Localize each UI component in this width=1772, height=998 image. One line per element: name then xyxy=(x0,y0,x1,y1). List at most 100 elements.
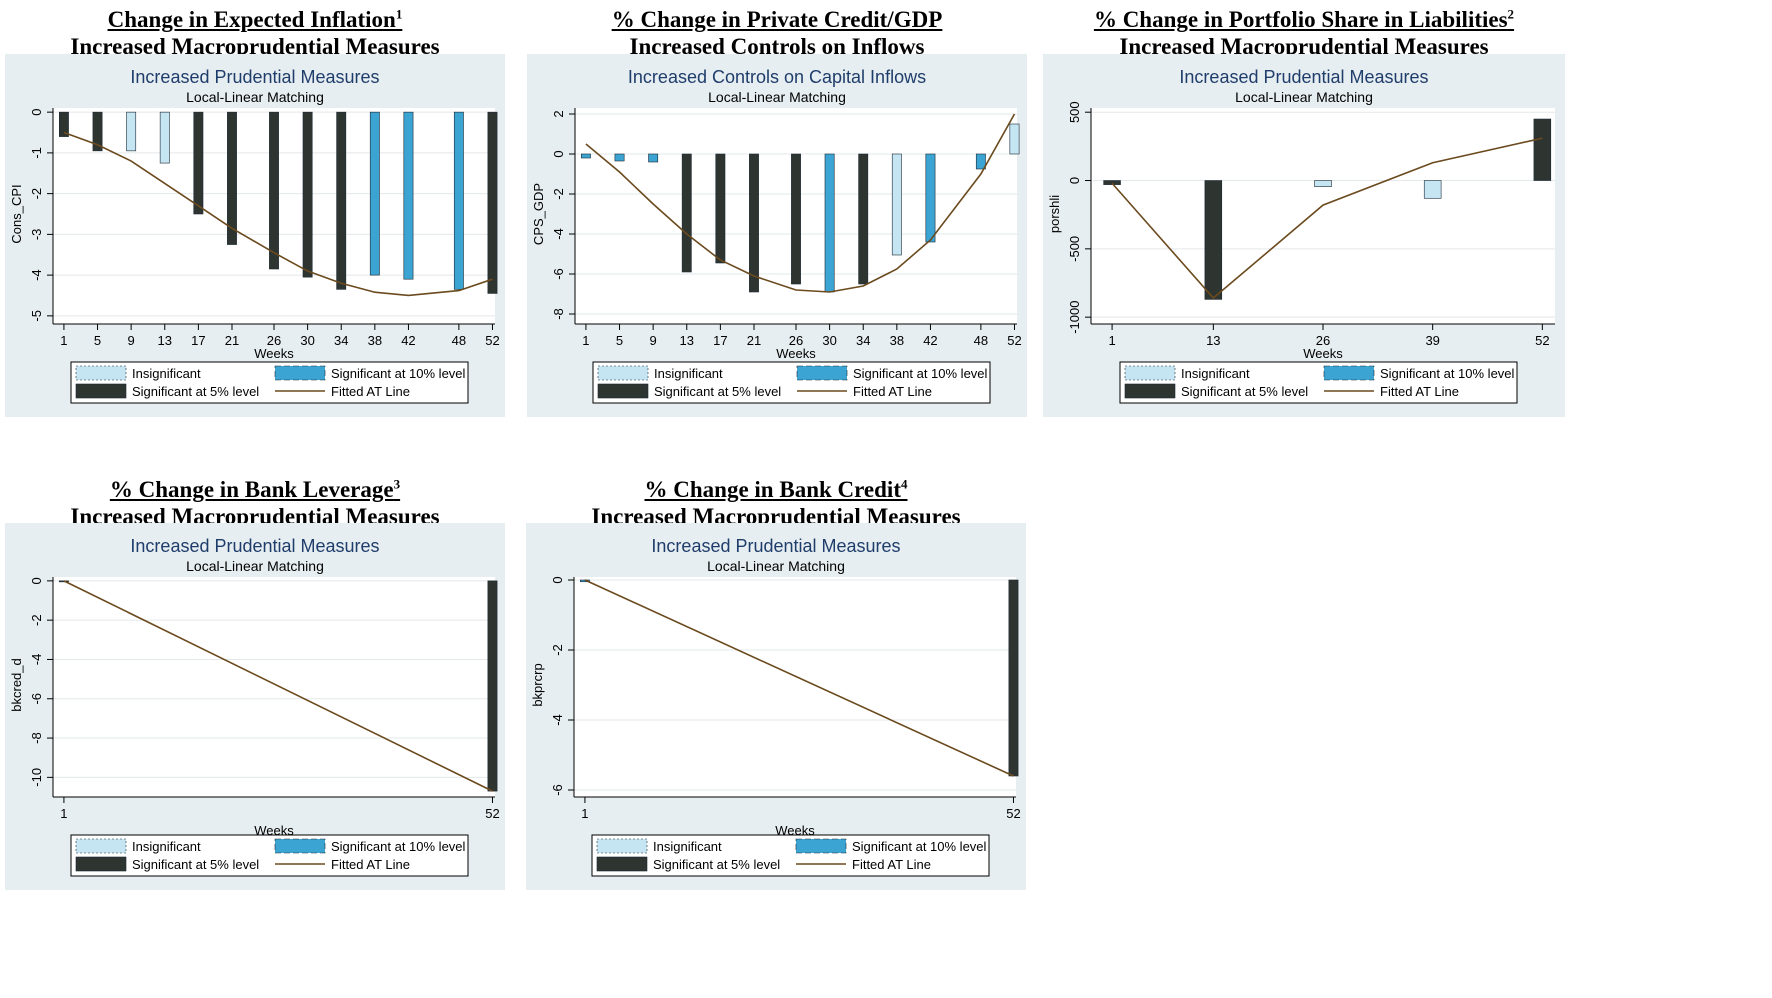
y-tick-label: 0 xyxy=(29,577,44,584)
bar xyxy=(749,153,759,293)
y-axis-label: porshli xyxy=(1047,195,1062,233)
y-axis-label: CPS_GDP xyxy=(531,183,546,245)
bar xyxy=(269,111,279,270)
chart-title: Increased Prudential Measures xyxy=(130,536,379,556)
panel-bank-leverage: % Change in Bank Leverage3 Increased Mac… xyxy=(5,470,505,890)
plot-background xyxy=(53,577,495,797)
x-tick-label: 1 xyxy=(582,333,589,348)
legend-swatch-sig5 xyxy=(75,856,127,872)
legend-label-fitted: Fitted AT Line xyxy=(1380,384,1459,399)
chart-area: Increased Prudential Measures Local-Linea… xyxy=(1043,54,1565,417)
fitted-line xyxy=(585,113,1016,293)
bar xyxy=(791,153,801,285)
x-axis-label: Weeks xyxy=(776,346,816,361)
legend-swatch-sig5 xyxy=(1124,383,1176,399)
chart-area: Increased Prudential Measures Local-Linea… xyxy=(526,523,1026,890)
fitted-line xyxy=(63,580,493,792)
x-tick-label: 9 xyxy=(128,333,135,348)
legend-swatch-insignificant xyxy=(75,838,127,854)
bar xyxy=(581,153,591,159)
x-tick-label: 5 xyxy=(616,333,623,348)
bar xyxy=(614,153,625,162)
footnote-marker: 4 xyxy=(900,476,908,492)
bar xyxy=(715,153,726,264)
panel-expected-inflation: Change in Expected Inflation1 Increased … xyxy=(5,0,505,420)
legend: Insignificant Significant at 10% level Sig… xyxy=(70,834,469,877)
panel-title: % Change in Bank Leverage3 Increased Mac… xyxy=(5,476,505,530)
bar xyxy=(1009,123,1020,155)
panel-title: % Change in Private Credit/GDP Increased… xyxy=(527,6,1027,60)
x-tick-label: 26 xyxy=(789,333,803,348)
x-tick-label: 38 xyxy=(368,333,382,348)
chart-svg: Increased Prudential Measures Local-Linea… xyxy=(1047,67,1555,404)
y-tick-label: -2 xyxy=(550,644,565,656)
bar xyxy=(369,111,380,276)
x-tick-label: 34 xyxy=(334,333,348,348)
y-tick-label: -6 xyxy=(29,693,44,705)
chart-svg: Increased Controls on Capital Inflows Loc… xyxy=(531,67,1022,404)
chart-title: Increased Prudential Measures xyxy=(1179,67,1428,87)
bar xyxy=(1103,180,1121,185)
legend-label-insignificant: Insignificant xyxy=(1181,366,1250,381)
legend-box xyxy=(592,361,991,404)
x-tick-label: 48 xyxy=(974,333,988,348)
legend-label-sig5: Significant at 5% level xyxy=(1181,384,1308,399)
y-tick-label: -6 xyxy=(551,268,566,280)
bar xyxy=(648,153,659,163)
bar xyxy=(487,580,498,792)
legend-swatch-sig10 xyxy=(274,838,326,854)
y-axis-label: bkprcrp xyxy=(530,663,545,706)
bar xyxy=(925,153,936,243)
legend-label-insignificant: Insignificant xyxy=(132,366,201,381)
panel-title: Change in Expected Inflation1 Increased … xyxy=(5,6,505,60)
y-tick-label: 0 xyxy=(550,576,565,583)
bar xyxy=(858,153,869,285)
legend-box xyxy=(70,834,469,877)
panel-title: % Change in Bank Credit4 Increased Macro… xyxy=(526,476,1026,530)
legend-swatch-sig5 xyxy=(596,856,648,872)
legend: Insignificant Significant at 10% level Sig… xyxy=(592,361,991,404)
chart-subtitle: Local-Linear Matching xyxy=(708,89,846,105)
x-tick-label: 42 xyxy=(923,333,937,348)
bar xyxy=(403,111,414,280)
legend-swatch-insignificant xyxy=(75,365,127,381)
x-tick-label: 13 xyxy=(680,333,694,348)
x-tick-label: 52 xyxy=(485,806,499,821)
panel-title: % Change in Portfolio Share in Liabiliti… xyxy=(1043,6,1565,60)
y-tick-label: -4 xyxy=(29,654,44,666)
bar xyxy=(681,153,692,273)
x-tick-label: 52 xyxy=(1007,333,1021,348)
chart-svg: Increased Prudential Measures Local-Linea… xyxy=(530,536,1021,877)
y-tick-label: -8 xyxy=(551,308,566,320)
x-tick-label: 48 xyxy=(452,333,466,348)
y-tick-label: -4 xyxy=(550,714,565,726)
x-tick-label: 9 xyxy=(650,333,657,348)
plot-background xyxy=(574,577,1016,797)
bar xyxy=(975,153,986,170)
x-tick-label: 13 xyxy=(1206,333,1220,348)
legend-label-sig5: Significant at 5% level xyxy=(653,857,780,872)
y-axis-label: Cons_CPI xyxy=(9,184,24,243)
legend-label-sig5: Significant at 5% level xyxy=(132,384,259,399)
chart-subtitle: Local-Linear Matching xyxy=(707,558,845,574)
chart-svg: Increased Prudential Measures Local-Linea… xyxy=(9,536,500,877)
legend-label-sig10: Significant at 10% level xyxy=(331,839,466,854)
panel-title-line1: % Change in Bank Credit xyxy=(644,477,901,502)
footnote-marker: 3 xyxy=(393,476,401,492)
x-axis-label: Weeks xyxy=(775,823,815,838)
x-axis-label: Weeks xyxy=(254,346,294,361)
bar xyxy=(1204,180,1223,300)
legend-label-insignificant: Insignificant xyxy=(132,839,201,854)
y-tick-label: -1 xyxy=(29,147,44,159)
y-tick-label: -2 xyxy=(29,614,44,626)
fitted-line xyxy=(63,131,493,297)
chart-title: Increased Prudential Measures xyxy=(130,67,379,87)
chart-svg: Increased Prudential Measures Local-Linea… xyxy=(9,67,500,404)
x-tick-label: 21 xyxy=(747,333,761,348)
bar xyxy=(159,111,170,164)
x-tick-label: 38 xyxy=(890,333,904,348)
panel-title-line1: % Change in Portfolio Share in Liabiliti… xyxy=(1093,7,1508,32)
y-tick-label: 500 xyxy=(1067,101,1082,123)
y-tick-label: -3 xyxy=(29,229,44,241)
y-tick-label: 0 xyxy=(29,109,44,116)
